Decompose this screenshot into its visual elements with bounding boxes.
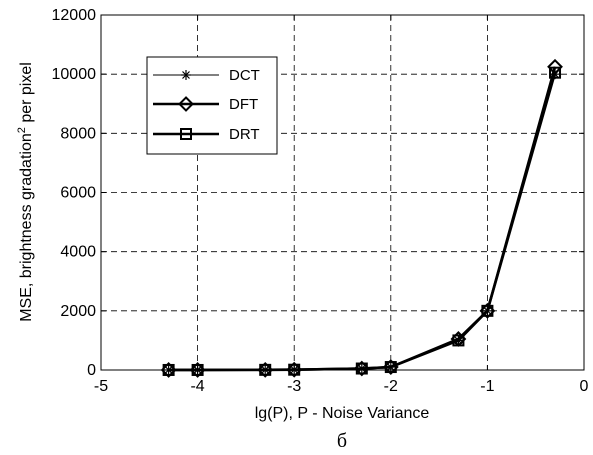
y-tick-label: 0 <box>87 362 96 379</box>
data-point-dct <box>550 69 561 80</box>
legend: DCT DFT DRT <box>146 56 278 155</box>
y-tick-label: 4000 <box>60 244 96 261</box>
x-axis-label: lg(P), P - Noise Variance <box>255 405 430 422</box>
x-tick-label: -2 <box>384 378 398 395</box>
legend-entries: DCT DFT DRT <box>153 67 260 143</box>
y-tick-label: 8000 <box>60 125 96 142</box>
figure-caption: б <box>337 430 347 452</box>
legend-label-dft: DFT <box>229 96 258 113</box>
ticks <box>100 14 585 371</box>
data-point-dct <box>453 335 464 346</box>
legend-marker-dft <box>178 96 194 112</box>
y-axis-label-tail: per pixel <box>18 62 35 127</box>
legend-entry-dft: DFT <box>153 96 258 113</box>
legend-entry-dct: DCT <box>153 67 260 84</box>
y-tick-label: 2000 <box>60 303 96 320</box>
legend-marker-dct <box>181 70 191 80</box>
data-point-dct <box>482 305 493 316</box>
y-axis-label: MSE, brightness gradation2 per pixel <box>16 62 35 322</box>
legend-label-drt: DRT <box>229 126 260 143</box>
x-tick-label: -3 <box>287 378 301 395</box>
y-axis-label-superscript: 2 <box>16 127 28 133</box>
x-tick-label: -5 <box>94 378 108 395</box>
data-point-dct <box>356 363 367 374</box>
x-tick-label: -4 <box>190 378 204 395</box>
y-tick-label: 6000 <box>60 185 96 202</box>
y-tick-label: 10000 <box>52 66 97 83</box>
legend-label-dct: DCT <box>229 67 260 84</box>
y-tick-labels: 0 2000 4000 6000 8000 10000 12000 <box>52 7 97 379</box>
legend-marker-drt <box>180 128 192 140</box>
legend-entry-drt: DRT <box>153 126 260 143</box>
y-axis-label-main: MSE, brightness gradation <box>18 133 35 322</box>
x-tick-label: 0 <box>580 378 589 395</box>
x-tick-labels: -5 -4 -3 -2 -1 0 <box>94 378 589 395</box>
legend-box <box>146 56 278 155</box>
x-tick-label: -1 <box>480 378 494 395</box>
y-tick-label: 12000 <box>52 7 97 24</box>
